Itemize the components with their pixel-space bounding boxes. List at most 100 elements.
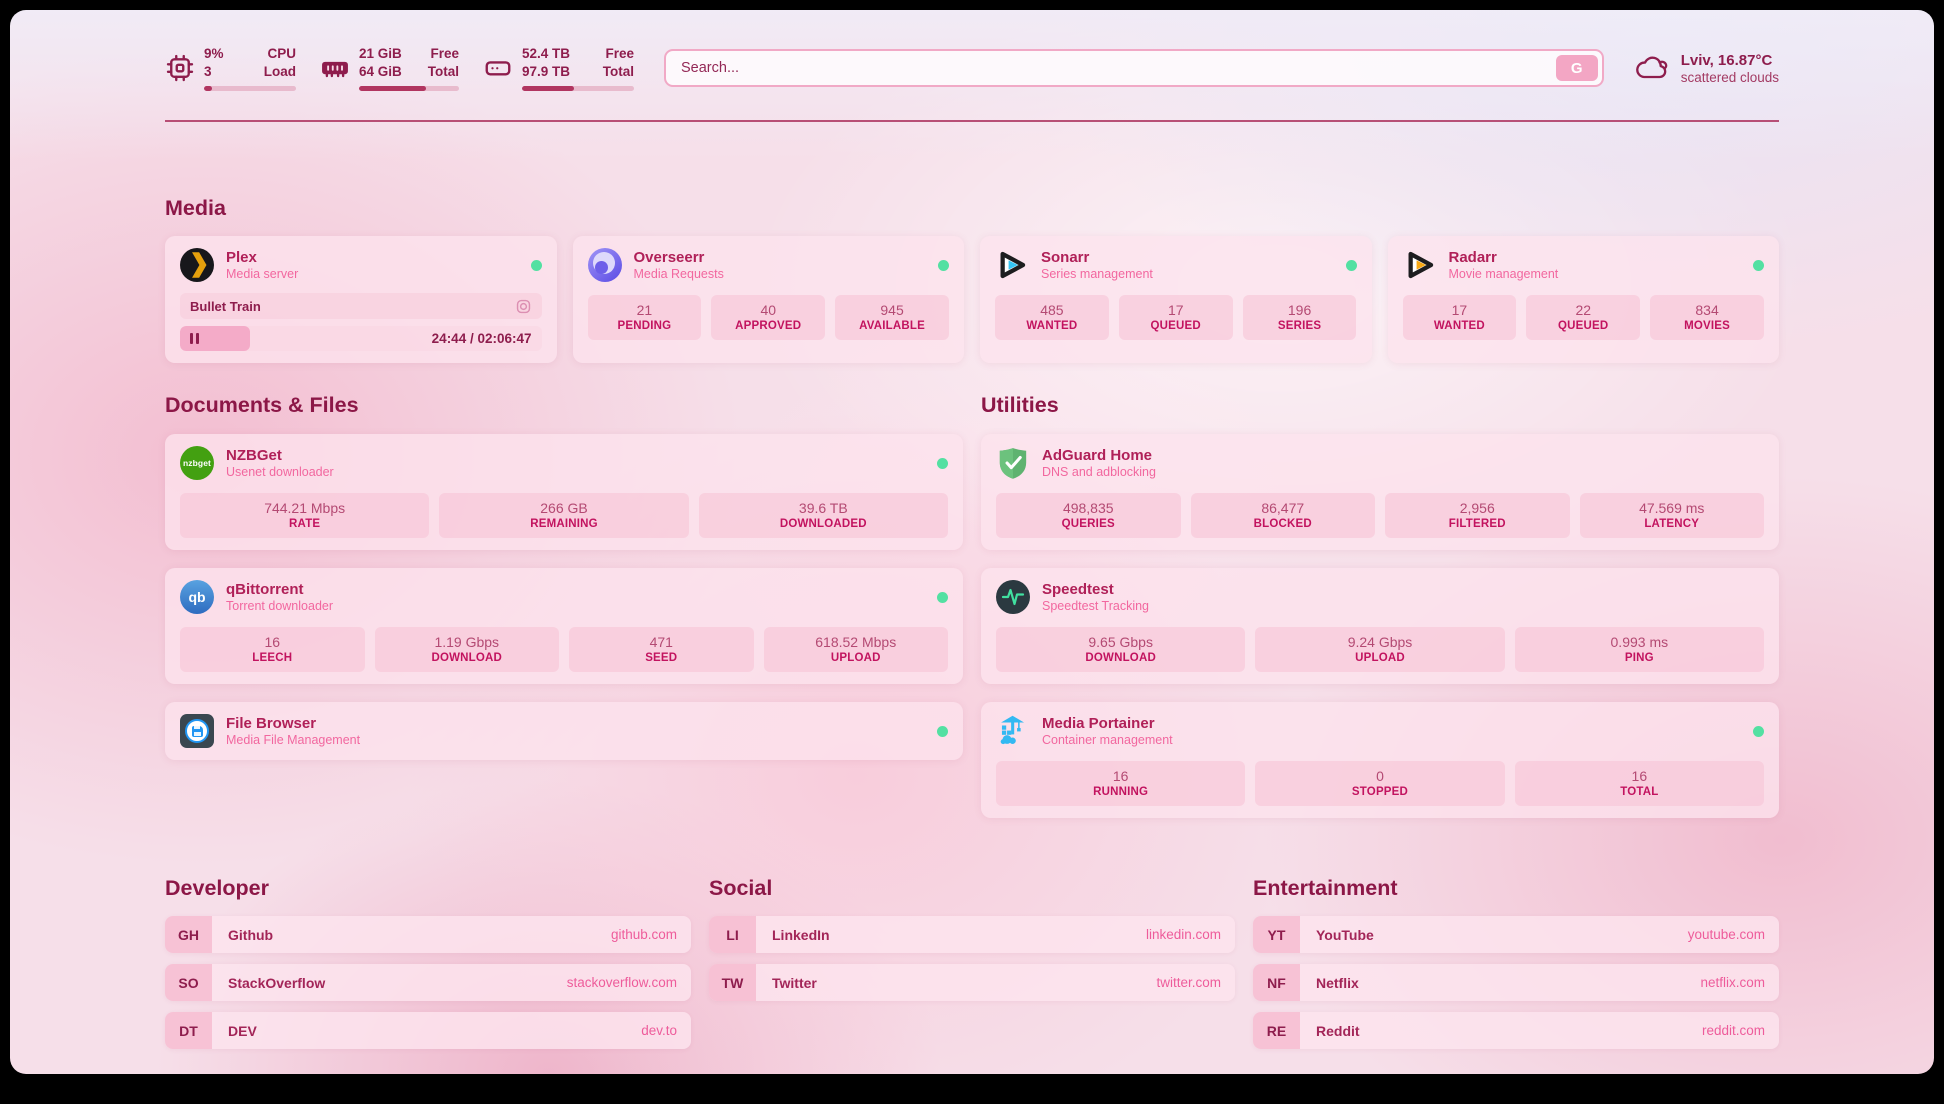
stat-box: 196 SERIES [1242, 295, 1357, 340]
stat-value: 17 [1167, 302, 1184, 318]
scattered-clouds-icon [1634, 54, 1670, 82]
stat-value: 21 [636, 302, 653, 318]
search-input[interactable] [666, 60, 1602, 76]
topbar-divider [165, 120, 1779, 122]
radarr-icon [1403, 248, 1437, 282]
stat-value: 39.6 TB [798, 500, 848, 516]
stat-box: 86,477 BLOCKED [1190, 493, 1375, 538]
bookmark-youtube[interactable]: YT YouTube youtube.com [1253, 916, 1779, 953]
cpu-usage-label: CPU [267, 46, 296, 62]
bookmark-name: Github [228, 926, 274, 943]
app-name: Radarr [1448, 249, 1497, 266]
bookmark-abbr: NF [1253, 964, 1300, 1001]
card-qbittorrent[interactable]: qb qBittorrent Torrent downloader 16 LEE… [165, 568, 963, 684]
card-adguard-home[interactable]: AdGuard Home DNS and adblocking 498,835 … [981, 434, 1779, 550]
cpu-usage-bar [204, 85, 296, 91]
stat-box: 2,956 FILTERED [1385, 493, 1570, 538]
bookmark-name: Twitter [772, 974, 817, 991]
search-provider-button[interactable]: G [1555, 55, 1598, 81]
bookmark-url: github.com [610, 927, 677, 942]
card-filebrowser[interactable]: File Browser Media File Management [165, 702, 963, 760]
overseerr-icon [587, 248, 622, 282]
bookmark-netflix[interactable]: NF Netflix netflix.com [1253, 964, 1779, 1001]
disk-total-label: Total [602, 64, 634, 79]
card-speedtest[interactable]: Speedtest Speedtest Tracking 9.65 Gbps D… [981, 568, 1779, 684]
stat-box: 16 LEECH [180, 627, 365, 672]
stat-box: 0.993 ms PING [1514, 627, 1764, 672]
nzbget-icon: nzbget [180, 446, 214, 480]
stat-value: 47.569 ms [1639, 500, 1705, 516]
stat-value: 834 [1695, 302, 1719, 318]
bookmark-url: reddit.com [1701, 1023, 1765, 1038]
app-name: Overseerr [633, 249, 705, 266]
status-dot [1345, 259, 1357, 271]
status-dot [1753, 259, 1764, 271]
stat-box: 1.19 Gbps DOWNLOAD [374, 627, 559, 672]
bookmark-dev[interactable]: DT DEV dev.to [165, 1012, 691, 1049]
disk-free-label: Free [605, 46, 634, 62]
bookmark-group-social: Social LI LinkedIn linkedin.com TW Twitt… [709, 876, 1235, 1049]
stat-label: QUERIES [1061, 518, 1115, 530]
stat-box: 17 WANTED [1402, 295, 1517, 340]
card-overseerr[interactable]: Overseerr Media Requests 21 PENDING 40 A… [572, 236, 964, 363]
stat-label: LATENCY [1644, 518, 1700, 530]
stat-box: 40 APPROVED [711, 295, 826, 340]
bookmark-reddit[interactable]: RE Reddit reddit.com [1253, 1012, 1779, 1049]
stat-box: 21 PENDING [587, 295, 702, 340]
bookmark-url: youtube.com [1687, 927, 1765, 942]
memory-widget: 21 GiB 64 GiB Free Total [320, 45, 459, 91]
stat-label: DOWNLOAD [431, 652, 503, 664]
bookmark-name: DEV [228, 1022, 257, 1039]
bookmark-github[interactable]: GH Github github.com [165, 916, 691, 953]
card-plex[interactable]: Plex Media server Bullet Train [165, 236, 557, 363]
stat-label: TOTAL [1620, 786, 1659, 798]
status-dot [937, 457, 948, 469]
app-name: Speedtest [1042, 581, 1114, 598]
stat-value: 9.65 Gbps [1088, 634, 1153, 650]
section-title-social: Social [709, 876, 773, 900]
bookmark-name: LinkedIn [772, 926, 830, 943]
stat-box: 16 TOTAL [1514, 761, 1764, 806]
filebrowser-icon [180, 714, 214, 748]
stat-label: QUEUED [1558, 320, 1609, 332]
stat-label: WANTED [1433, 320, 1485, 332]
stat-box: 0 STOPPED [1255, 761, 1505, 806]
stat-box: 945 AVAILABLE [835, 295, 949, 340]
card-nzbget[interactable]: nzbget NZBGet Usenet downloader 744.21 M… [165, 434, 963, 550]
app-subtitle: Series management [1041, 267, 1153, 281]
bookmark-stackoverflow[interactable]: SO StackOverflow stackoverflow.com [165, 964, 691, 1001]
weather-location-temp: Lviv, 16.87°C [1680, 51, 1773, 69]
stat-label: SERIES [1277, 320, 1322, 332]
status-dot [937, 591, 948, 603]
cpu-widget: 9% 3 CPU Load [165, 45, 296, 91]
card-radarr[interactable]: Radarr Movie management 17 WANTED 22 QUE… [1387, 236, 1779, 363]
section-title-entertainment: Entertainment [1253, 876, 1398, 900]
bookmark-group-developer: Developer GH Github github.com SO StackO… [165, 876, 691, 1049]
stat-label: RATE [289, 518, 321, 530]
stat-box: 498,835 QUERIES [996, 493, 1181, 538]
bookmark-abbr: DT [165, 1012, 212, 1049]
section-title-media: Media [165, 196, 226, 220]
bookmark-linkedin[interactable]: LI LinkedIn linkedin.com [709, 916, 1235, 953]
stat-label: STOPPED [1351, 786, 1409, 798]
stat-label: FILTERED [1448, 518, 1506, 530]
stat-value: 0.993 ms [1610, 634, 1669, 650]
stat-label: DOWNLOAD [1085, 652, 1156, 664]
stat-value: 16 [264, 634, 281, 650]
bookmark-name: StackOverflow [228, 974, 326, 991]
card-sonarr[interactable]: Sonarr Series management 485 WANTED 17 Q… [980, 236, 1372, 363]
stat-box: 16 RUNNING [996, 761, 1246, 806]
stat-box: 834 MOVIES [1650, 295, 1764, 340]
stat-value: 1.19 Gbps [434, 634, 500, 650]
bookmark-twitter[interactable]: TW Twitter twitter.com [709, 964, 1235, 1001]
stat-label: QUEUED [1150, 320, 1201, 332]
bookmark-abbr: TW [709, 964, 756, 1001]
app-name: Plex [226, 249, 257, 266]
stat-label: PENDING [617, 320, 672, 332]
bookmark-url: twitter.com [1156, 975, 1221, 990]
status-dot [938, 259, 949, 271]
stat-label: UPLOAD [1355, 652, 1405, 664]
stat-box: 471 SEED [569, 627, 754, 672]
card-media-portainer[interactable]: Media Portainer Container management 16 … [981, 702, 1779, 818]
app-name: qBittorrent [226, 581, 304, 598]
